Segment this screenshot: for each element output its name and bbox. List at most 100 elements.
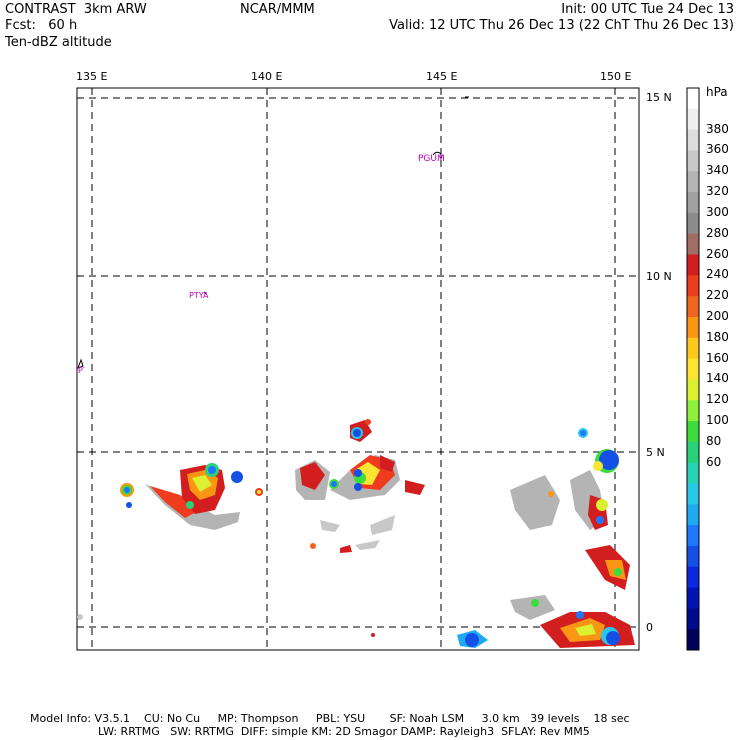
colorbar-swatch [687,566,699,589]
echo-cell [405,480,425,495]
colorbar-label: 280 [706,225,729,240]
colorbar-swatch [687,358,699,380]
echo-cell [192,475,212,492]
colorbar-label: 180 [706,329,729,344]
echo-cell [257,490,261,494]
model-info-line1: Model Info: V3.5.1 CU: No Cu MP: Thompso… [30,712,630,725]
graticule [77,88,639,650]
echo-cell [465,633,479,647]
colorbar-label: 140 [706,371,729,386]
echo-cell [365,419,371,425]
colorbar-swatch [687,316,699,339]
colorbar-label: 80 [706,433,722,448]
colorbar-swatch [687,296,699,318]
echo-cell [548,491,554,497]
colorbar-swatch [687,108,699,131]
colorbar-label: 260 [706,246,729,261]
colorbar-swatch [687,525,699,547]
field-title: Ten-dBZ altitude [5,35,112,50]
echo-cell [370,515,395,535]
colorbar-label: 300 [706,204,729,219]
lat-label-10: 10 N [646,270,672,283]
colorbar-swatch [687,233,699,256]
echo-cell [606,631,620,645]
model-info-line2: LW: RRTMG SW: RRTMG DIFF: simple KM: 2D … [98,725,590,738]
lat-label-0: 0 [646,621,653,634]
colorbar-swatch [687,129,699,151]
colorbar-swatch [687,88,699,110]
colorbar-swatch [687,171,699,193]
valid-time: Valid: 12 UTC Thu 26 Dec 13 (22 ChT Thu … [389,18,734,33]
colorbar-label: 240 [706,267,729,282]
lat-label-15: 15 N [646,91,672,104]
forecast-hour: Fcst: 60 h [5,18,78,33]
colorbar-label: 320 [706,184,729,199]
institution-label: NCAR/MMM [240,2,315,17]
colorbar-swatch [687,192,699,214]
colorbar-swatch [687,254,699,276]
colorbar-label: 120 [706,392,729,407]
model-title: CONTRAST 3km ARW [5,2,147,17]
echo-cell [331,481,337,487]
colorbar-swatch [687,462,699,484]
colorbar-label: 160 [706,350,729,365]
colorbar-swatch [687,587,699,609]
echo-cell [380,455,395,472]
colorbar-swatch [687,421,699,443]
echo-cell [320,520,340,532]
colorbar-label: 340 [706,163,729,178]
echo-cell [510,475,560,530]
colorbar-swatch [687,275,699,297]
palau-coastline [77,358,84,369]
echo-cell [231,471,243,483]
guam-coastline [432,151,442,158]
colorbar-swatch [687,545,699,568]
echo-cell [596,516,604,524]
colorbar-swatch [687,400,699,422]
colorbar-label: 100 [706,413,729,428]
echo-cell [208,466,216,474]
colorbar-label: 380 [706,121,729,136]
station-label-pgum: PGUM [418,154,445,164]
echo-cell [354,469,362,477]
echo-cell [300,462,325,490]
colorbar-swatch [687,212,699,235]
lon-label-150: 150 E [600,70,632,83]
echo-cell [593,461,603,471]
colorbar-swatch [687,483,699,505]
colorbar-swatch [687,150,699,172]
echo-cell [614,568,622,576]
echo-cell [77,614,83,620]
lon-label-135: 135 E [76,70,108,83]
echo-cell [355,540,380,550]
echo-cell [340,545,352,553]
echo-cell [126,502,132,508]
echo-cell [353,429,361,437]
lon-label-140: 140 E [251,70,283,83]
echo-cell [575,624,596,636]
colorbar-label: 360 [706,142,729,157]
colorbar-swatch [687,504,699,526]
colorbar-swatch [687,441,699,464]
echo-cell [596,499,608,511]
colorbar-swatch [687,379,699,401]
colorbar-label: 60 [706,454,722,469]
station-label-ptya: PTYA [189,291,209,300]
echo-cell [310,543,316,549]
echo-cell [576,611,584,619]
echo-cell [531,599,539,607]
echo-cell [599,450,619,470]
echo-cell [150,486,200,518]
echo-cell [124,487,130,493]
echo-cell [186,501,194,509]
echo-cell [354,483,362,491]
colorbar-swatch [687,629,699,651]
lat-label-5: 5 N [646,446,665,459]
colorbar-swatch [687,608,699,630]
colorbar [686,87,700,651]
islet [203,291,207,295]
map-frame [76,87,640,651]
echo-cell [510,595,555,620]
colorbar-swatch [687,337,699,360]
echo-field [77,419,635,648]
